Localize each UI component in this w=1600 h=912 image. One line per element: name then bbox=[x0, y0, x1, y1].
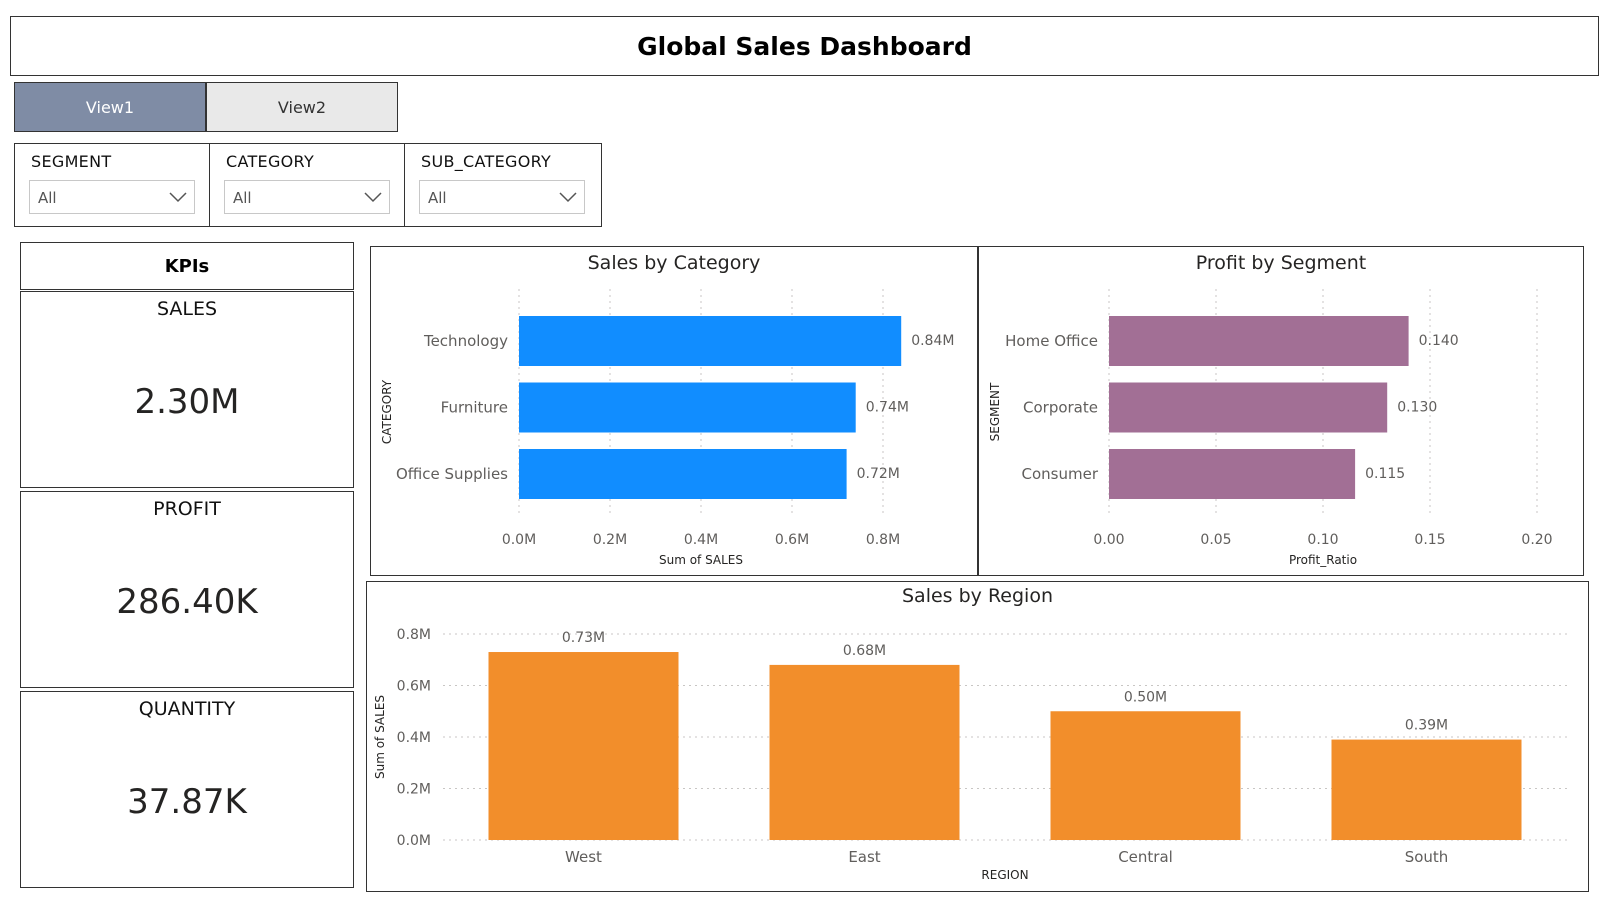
x-tick-label: 0.05 bbox=[1200, 532, 1231, 548]
chart-title: Sales by Region bbox=[902, 585, 1053, 607]
data-label: 0.74M bbox=[866, 400, 909, 416]
x-tick-label: 0.20 bbox=[1521, 532, 1552, 548]
x-tick-label: 0.4M bbox=[684, 532, 718, 548]
data-label: 0.115 bbox=[1365, 466, 1405, 482]
x-axis-title: Profit_Ratio bbox=[1289, 553, 1357, 567]
category-slicer: CATEGORY All bbox=[209, 143, 407, 227]
data-label: 0.84M bbox=[911, 333, 954, 349]
view1-button[interactable]: View1 bbox=[14, 82, 206, 132]
bar[interactable] bbox=[519, 316, 902, 366]
sales-by-category-chart: Sales by Category 0.0M 0.2M 0.4M 0.6M 0.8M Tec… bbox=[370, 246, 978, 576]
view2-button[interactable]: View2 bbox=[206, 82, 398, 132]
kpi-value: 286.40K bbox=[116, 582, 258, 622]
kpi-card-sales: SALES 2.30M bbox=[20, 291, 354, 488]
profit-by-segment-chart: Profit by Segment 0.00 0.05 0.10 0.15 0.20 Hom… bbox=[978, 246, 1584, 576]
data-label: 0.73M bbox=[562, 630, 605, 646]
bar[interactable] bbox=[1109, 449, 1356, 499]
bar[interactable] bbox=[769, 664, 960, 840]
y-axis-title: Sum of SALES bbox=[373, 695, 387, 779]
bar[interactable] bbox=[519, 449, 847, 499]
y-tick-label: 0.2M bbox=[397, 782, 431, 798]
y-axis-title: CATEGORY bbox=[380, 379, 394, 444]
category-label: East bbox=[848, 848, 880, 866]
y-tick-label: 0.6M bbox=[397, 679, 431, 695]
kpi-card-profit: PROFIT 286.40K bbox=[20, 491, 354, 688]
x-tick-label: 0.0M bbox=[502, 532, 536, 548]
data-label: 0.39M bbox=[1405, 718, 1448, 734]
bar[interactable] bbox=[1050, 711, 1241, 840]
y-tick-label: 0.4M bbox=[397, 730, 431, 746]
x-tick-label: 0.6M bbox=[775, 532, 809, 548]
sub-category-dropdown-value: All bbox=[428, 189, 447, 207]
category-label: Home Office bbox=[1005, 332, 1098, 350]
chart-title: Profit by Segment bbox=[1196, 252, 1366, 274]
sub-category-dropdown[interactable]: All bbox=[419, 180, 585, 214]
segment-slicer: SEGMENT All bbox=[14, 143, 212, 227]
page-title: Global Sales Dashboard bbox=[637, 31, 972, 61]
category-label: Corporate bbox=[1023, 399, 1098, 417]
segment-slicer-label: SEGMENT bbox=[31, 152, 112, 171]
category-label: Office Supplies bbox=[396, 465, 508, 483]
bar[interactable] bbox=[488, 652, 679, 840]
y-axis-title: SEGMENT bbox=[988, 382, 1002, 441]
kpi-label: SALES bbox=[156, 298, 218, 320]
x-axis-title: Sum of SALES bbox=[659, 553, 743, 567]
x-tick-label: 0.8M bbox=[866, 532, 900, 548]
kpi-card-quantity: QUANTITY 37.87K bbox=[20, 691, 354, 888]
kpi-value: 37.87K bbox=[127, 782, 247, 822]
x-axis-title: REGION bbox=[981, 868, 1028, 882]
y-tick-label: 0.8M bbox=[397, 627, 431, 643]
kpi-label: QUANTITY bbox=[138, 698, 236, 720]
data-label: 0.50M bbox=[1124, 689, 1167, 705]
data-label: 0.130 bbox=[1397, 400, 1437, 416]
data-label: 0.140 bbox=[1419, 333, 1459, 349]
x-tick-label: 0.00 bbox=[1093, 532, 1124, 548]
chart-svg: Profit by Segment 0.00 0.05 0.10 0.15 0.20 Hom… bbox=[988, 252, 1553, 567]
chevron-down-icon bbox=[559, 192, 577, 203]
chevron-down-icon bbox=[169, 192, 187, 203]
kpi-header: KPIs bbox=[20, 242, 354, 290]
segment-dropdown[interactable]: All bbox=[29, 180, 195, 214]
x-tick-label: 0.2M bbox=[593, 532, 627, 548]
chart-title: Sales by Category bbox=[588, 252, 761, 274]
chevron-down-icon bbox=[364, 192, 382, 203]
category-label: Central bbox=[1118, 848, 1173, 866]
sub-category-slicer-label: SUB_CATEGORY bbox=[421, 152, 552, 171]
chart-svg: Sales by Region 0.0M 0.2M 0.4M 0.6M 0.8M 0.73M… bbox=[373, 585, 1567, 882]
category-dropdown-value: All bbox=[233, 189, 252, 207]
data-label: 0.72M bbox=[857, 466, 900, 482]
category-label: Furniture bbox=[441, 399, 508, 417]
chart-svg: Sales by Category 0.0M 0.2M 0.4M 0.6M 0.8M Tec… bbox=[380, 252, 954, 567]
sub-category-slicer: SUB_CATEGORY All bbox=[404, 143, 602, 227]
bar[interactable] bbox=[1331, 739, 1522, 840]
bar[interactable] bbox=[1109, 382, 1388, 433]
x-tick-label: 0.10 bbox=[1307, 532, 1338, 548]
dashboard-title-bar: Global Sales Dashboard bbox=[10, 16, 1599, 76]
bar[interactable] bbox=[519, 382, 856, 433]
bar[interactable] bbox=[1109, 316, 1409, 366]
kpi-label: PROFIT bbox=[153, 498, 221, 520]
x-tick-label: 0.15 bbox=[1414, 532, 1445, 548]
category-label: West bbox=[565, 848, 602, 866]
kpi-title: KPIs bbox=[164, 255, 210, 277]
segment-dropdown-value: All bbox=[38, 189, 57, 207]
category-label: Consumer bbox=[1022, 465, 1099, 483]
category-slicer-label: CATEGORY bbox=[226, 152, 315, 171]
y-tick-label: 0.0M bbox=[397, 833, 431, 849]
category-dropdown[interactable]: All bbox=[224, 180, 390, 214]
kpi-value: 2.30M bbox=[134, 382, 240, 422]
data-label: 0.68M bbox=[843, 643, 886, 659]
sales-by-region-chart: Sales by Region 0.0M 0.2M 0.4M 0.6M 0.8M 0.73M… bbox=[366, 581, 1589, 892]
category-label: South bbox=[1405, 848, 1449, 866]
category-label: Technology bbox=[423, 332, 508, 350]
